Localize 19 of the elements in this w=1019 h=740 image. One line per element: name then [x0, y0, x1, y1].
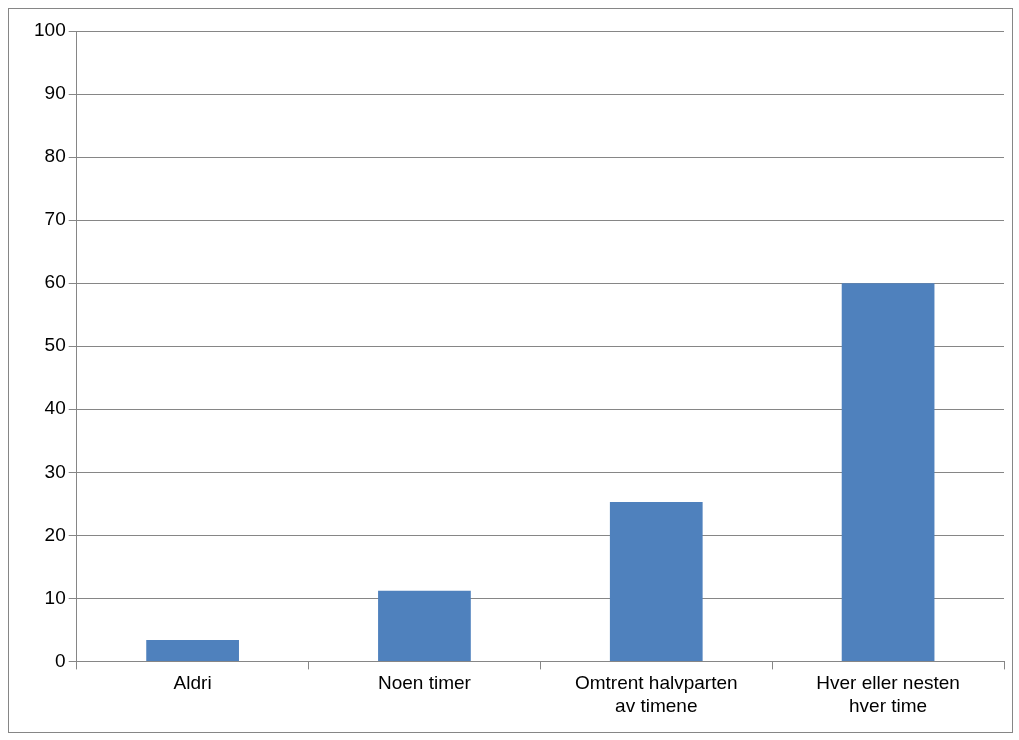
y-tick-label: 80	[44, 145, 66, 167]
bar	[146, 639, 239, 661]
bar	[378, 590, 471, 661]
y-tick-label: 10	[44, 586, 66, 608]
y-tick-label: 60	[44, 271, 66, 293]
y-tick-label: 0	[55, 649, 66, 671]
y-tick-label: 40	[44, 397, 66, 419]
x-tick-label: Aldri	[173, 672, 212, 694]
y-tick-label: 30	[44, 460, 66, 482]
y-tick-label: 20	[44, 523, 66, 545]
bar	[609, 501, 703, 661]
bar	[841, 283, 935, 661]
y-tick-label: 70	[44, 208, 66, 230]
x-tick-label: Hver eller nesten hver time	[816, 672, 960, 716]
x-tick-label: Omtrent halvparten av timene	[574, 672, 738, 716]
y-tick-label: 90	[44, 82, 66, 104]
y-tick-label: 100	[34, 19, 66, 41]
x-tick-label: Noen timer	[377, 672, 472, 694]
y-tick-label: 50	[44, 334, 66, 356]
